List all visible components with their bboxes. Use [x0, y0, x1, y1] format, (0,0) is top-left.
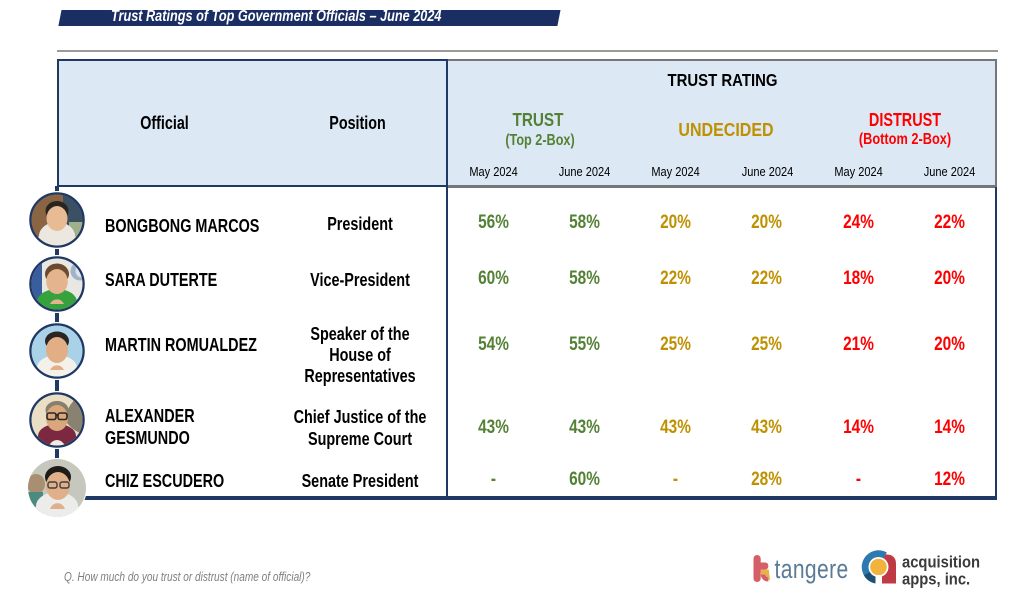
svg-text:apps, inc.: apps, inc.: [902, 571, 970, 589]
svg-text:acquisition: acquisition: [902, 554, 980, 572]
svg-text:tangere: tangere: [775, 555, 849, 585]
